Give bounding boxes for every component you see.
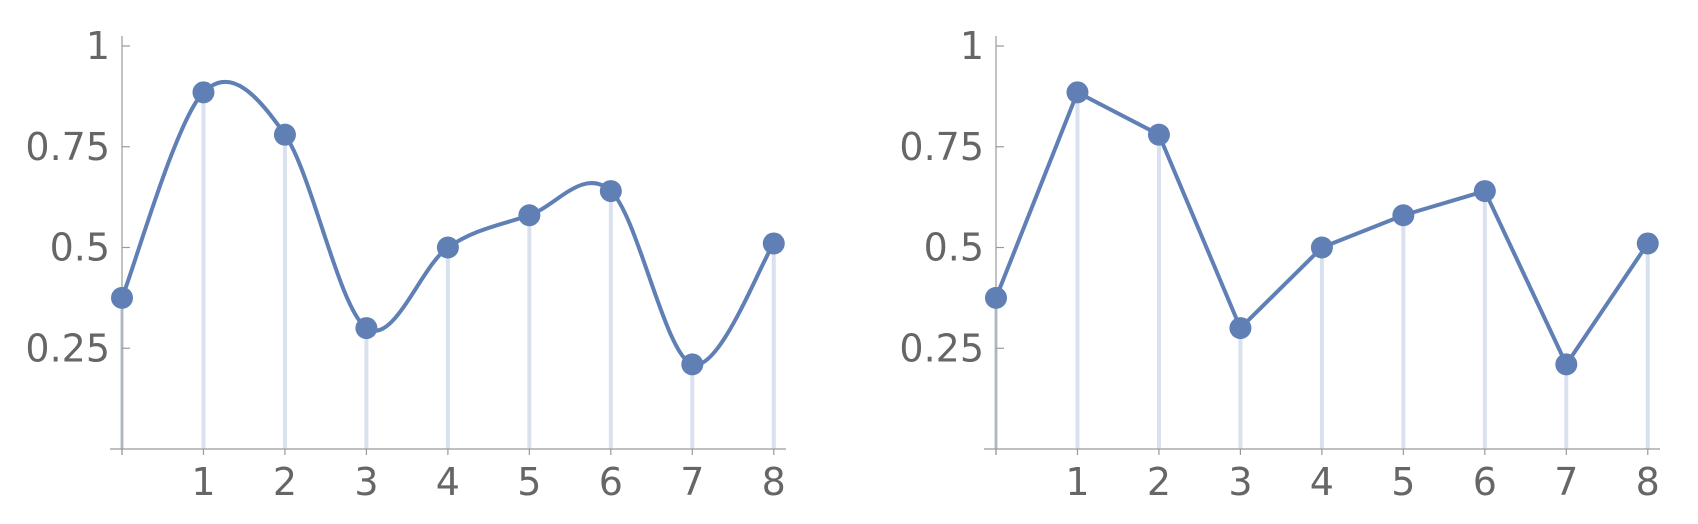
- data-point: [1473, 180, 1496, 203]
- x-tick-label: 2: [273, 460, 297, 504]
- x-tick-label: 7: [1554, 460, 1578, 504]
- x-tick-label: 8: [1636, 460, 1660, 504]
- x-tick-label: 1: [1065, 460, 1089, 504]
- x-tick-label: 5: [517, 460, 541, 504]
- x-tick-label: 4: [1310, 460, 1334, 504]
- data-point: [1229, 317, 1252, 340]
- x-tick-label: 6: [599, 460, 623, 504]
- y-tick-label: 0.75: [25, 125, 110, 169]
- data-point: [273, 123, 296, 146]
- x-tick-label: 8: [762, 460, 786, 504]
- data-point: [1066, 81, 1089, 104]
- data-point: [355, 317, 378, 340]
- data-point: [1392, 204, 1415, 227]
- x-tick-label: 3: [1228, 460, 1252, 504]
- y-tick-label: 1: [960, 24, 984, 68]
- data-point: [1310, 236, 1333, 259]
- data-point: [436, 236, 459, 259]
- y-tick-label: 0.5: [50, 226, 110, 270]
- data-point: [762, 232, 785, 255]
- y-tick-label: 0.75: [899, 125, 984, 169]
- chart-panel-left: 1 2 3 4 5 6 7 8 0.25 0.5 0.75 1: [25, 24, 786, 504]
- x-tick-label: 4: [436, 460, 460, 504]
- y-tick-label: 0.25: [899, 326, 984, 370]
- y-tick-label: 1: [86, 24, 110, 68]
- chart-panel-right: 1 2 3 4 5 6 7 8 0.25 0.5 0.75 1: [899, 24, 1660, 504]
- y-tick-label: 0.5: [924, 226, 984, 270]
- x-tick-label: 7: [680, 460, 704, 504]
- data-point: [1636, 232, 1659, 255]
- x-tick-label: 3: [354, 460, 378, 504]
- x-tick-label: 6: [1473, 460, 1497, 504]
- data-point: [599, 180, 622, 203]
- x-tick-label: 1: [191, 460, 215, 504]
- data-point: [985, 286, 1007, 309]
- data-point: [1555, 353, 1578, 376]
- y-tick-label: 0.25: [25, 326, 110, 370]
- data-point: [518, 204, 541, 227]
- data-point: [1147, 123, 1170, 146]
- x-tick-label: 5: [1391, 460, 1415, 504]
- data-point: [681, 353, 704, 376]
- series-line: [120, 79, 776, 367]
- data-point: [192, 81, 215, 104]
- x-tick-label: 2: [1147, 460, 1171, 504]
- data-point: [111, 286, 133, 309]
